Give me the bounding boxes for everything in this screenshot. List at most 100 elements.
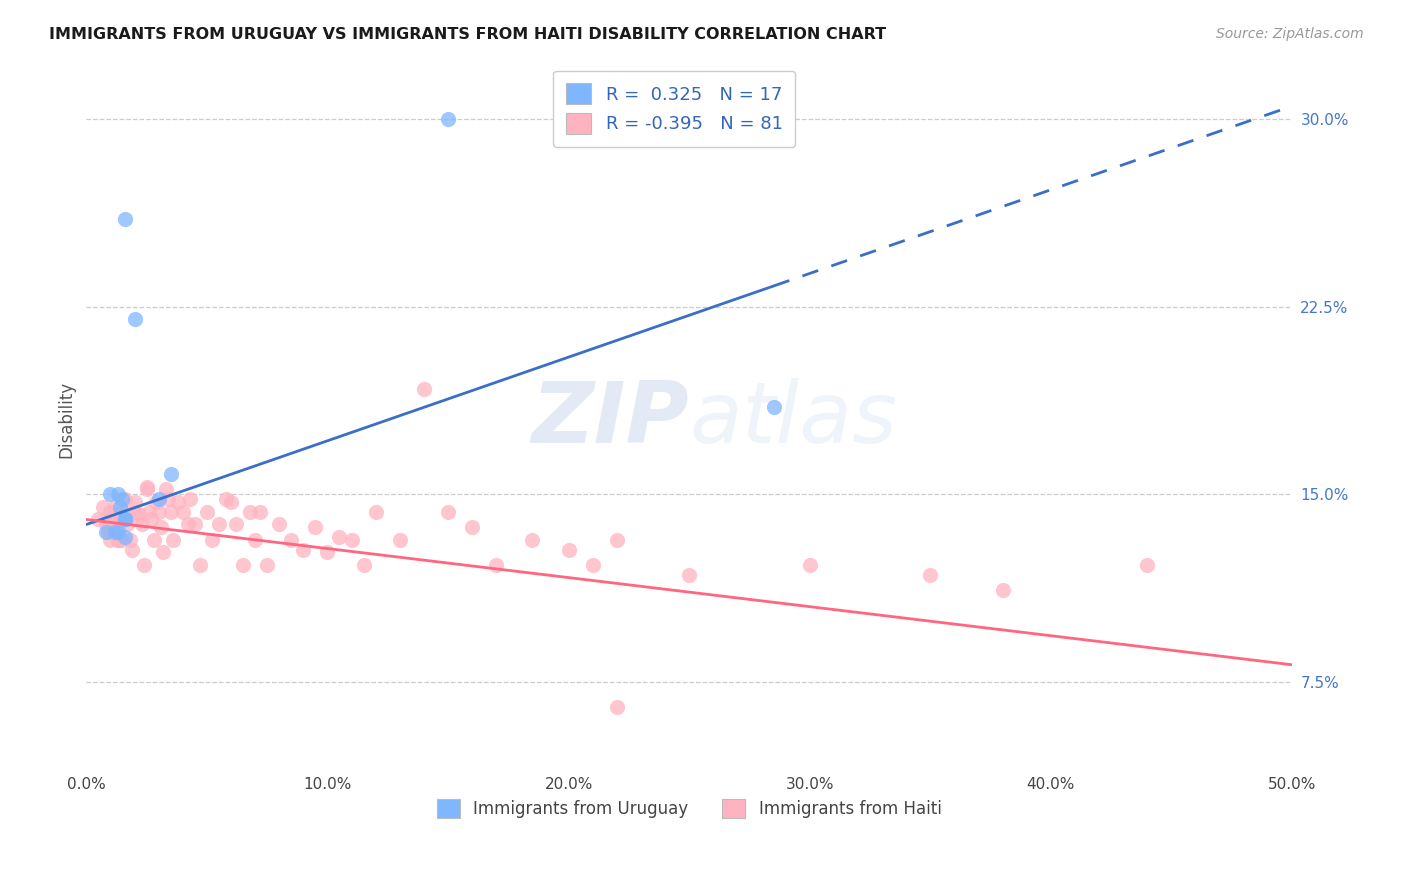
Point (124, 312, 146, 326)
Point (114, 512, 136, 526)
Point (328, 530, 350, 544)
Point (100, 487, 122, 501)
Point (412, 382, 434, 396)
Point (125, 512, 148, 526)
Point (142, 533, 165, 547)
Point (155, 483, 177, 497)
Text: Source: ZipAtlas.com: Source: ZipAtlas.com (1216, 27, 1364, 41)
Point (148, 505, 170, 519)
Point (135, 480, 157, 494)
Point (243, 533, 266, 547)
Point (111, 492, 134, 507)
Point (87, 512, 110, 526)
Point (91, 500, 114, 514)
Point (176, 517, 198, 532)
Point (678, 567, 700, 582)
Point (461, 520, 484, 534)
Point (388, 533, 411, 547)
Point (762, 400, 785, 414)
Point (232, 558, 254, 572)
Point (97, 524, 120, 539)
Point (114, 530, 136, 544)
Point (304, 520, 326, 534)
Point (131, 517, 153, 532)
Point (148, 492, 170, 507)
Point (353, 558, 375, 572)
Legend: Immigrants from Uruguay, Immigrants from Haiti: Immigrants from Uruguay, Immigrants from… (430, 792, 948, 825)
Point (557, 542, 579, 557)
Point (124, 495, 146, 509)
Point (225, 517, 247, 532)
Point (141, 512, 163, 526)
Point (159, 505, 181, 519)
Point (100, 512, 122, 526)
Point (94, 517, 117, 532)
Point (107, 487, 129, 501)
Point (208, 517, 231, 532)
Point (256, 558, 278, 572)
Point (100, 533, 122, 547)
Point (107, 520, 129, 534)
Point (316, 545, 339, 559)
Point (340, 533, 363, 547)
Point (100, 524, 122, 539)
Point (179, 492, 201, 507)
Point (195, 505, 218, 519)
Point (991, 582, 1014, 597)
Point (134, 558, 156, 572)
Point (121, 542, 143, 557)
Point (138, 505, 160, 519)
Point (135, 483, 157, 497)
Text: IMMIGRANTS FROM URUGUAY VS IMMIGRANTS FROM HAITI DISABILITY CORRELATION CHART: IMMIGRANTS FROM URUGUAY VS IMMIGRANTS FR… (49, 27, 886, 42)
Point (920, 567, 942, 582)
Point (124, 505, 146, 519)
Point (364, 505, 387, 519)
Point (128, 508, 150, 522)
Y-axis label: Disability: Disability (58, 381, 75, 458)
Point (157, 492, 180, 507)
Point (107, 524, 129, 539)
Point (159, 467, 181, 482)
Point (1136, 558, 1159, 572)
Point (108, 508, 131, 522)
Point (437, 112, 460, 126)
Point (162, 533, 184, 547)
Point (152, 545, 174, 559)
Point (114, 211, 136, 226)
Point (104, 524, 127, 539)
Point (239, 505, 262, 519)
Point (117, 517, 139, 532)
Point (219, 495, 242, 509)
Point (101, 508, 124, 522)
Point (522, 533, 544, 547)
Point (437, 505, 460, 519)
Point (114, 512, 136, 526)
Point (201, 533, 224, 547)
Point (94, 524, 117, 539)
Point (280, 533, 302, 547)
Point (172, 505, 194, 519)
Point (292, 542, 315, 557)
Point (104, 500, 127, 514)
Point (104, 517, 127, 532)
Point (269, 517, 291, 532)
Point (114, 492, 136, 507)
Text: atlas: atlas (689, 377, 897, 461)
Point (145, 495, 167, 509)
Point (111, 533, 134, 547)
Text: ZIP: ZIP (531, 377, 689, 461)
Point (485, 558, 508, 572)
Point (184, 517, 207, 532)
Point (114, 512, 136, 526)
Point (118, 533, 141, 547)
Point (249, 505, 271, 519)
Point (107, 533, 129, 547)
Point (167, 495, 190, 509)
Point (606, 700, 628, 714)
Point (150, 520, 173, 534)
Point (799, 558, 821, 572)
Point (107, 533, 129, 547)
Point (108, 500, 131, 514)
Point (188, 558, 211, 572)
Point (100, 505, 122, 519)
